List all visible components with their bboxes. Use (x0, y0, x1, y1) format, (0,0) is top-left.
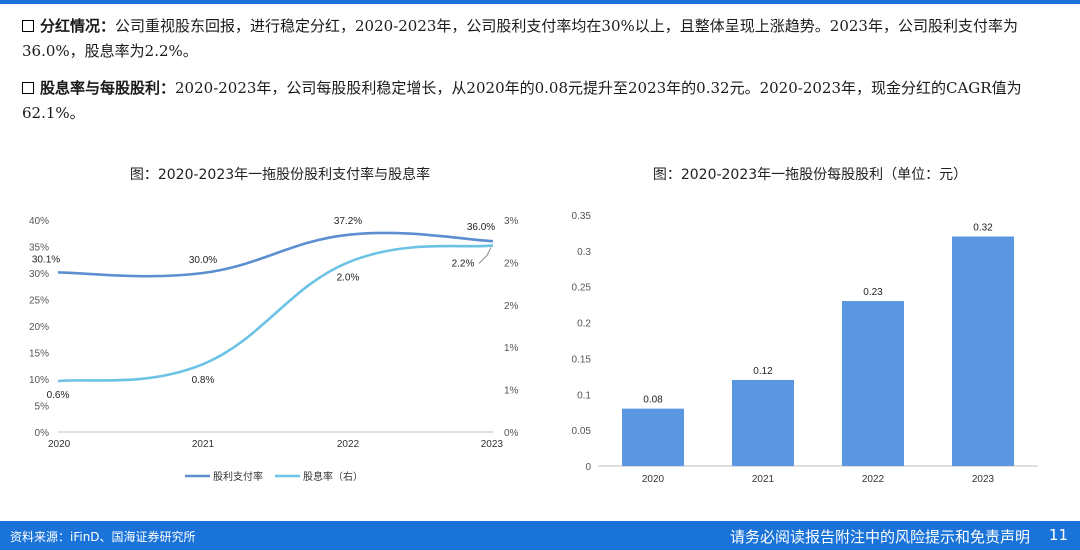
payout-data-label: 30.1% (32, 254, 60, 265)
yield-data-label: 0.8% (192, 375, 215, 386)
y-tick-label: 0.25 (572, 283, 592, 294)
left-y-tick-label: 5% (35, 402, 50, 413)
dps-bar-chart: 0 0.05 0.1 0.15 0.2 0.25 0.3 0.35 0.08 2020 0.12 20… (572, 211, 1038, 485)
line-chart-title: 图：2020-2023年一拖股份股利支付率与股息率 (129, 167, 431, 183)
dividend-heading: 分红情况： (40, 17, 116, 35)
top-accent-bar (0, 0, 1080, 4)
right-y-tick-label: 2% (504, 258, 519, 269)
bar-value-label: 0.32 (973, 223, 993, 234)
dps-bar (952, 236, 1014, 466)
bar-value-label: 0.08 (643, 395, 663, 406)
payout-data-label: 36.0% (467, 222, 495, 233)
dividend-text: 公司重视股东回报，进行稳定分红，2020-2023年，公司股利支付率均在30%以… (22, 17, 1018, 60)
y-tick-label: 0.2 (577, 319, 591, 330)
x-tick-label: 2022 (862, 474, 885, 485)
yield-data-label: 2.2% (452, 258, 475, 269)
x-tick-label: 2021 (192, 439, 215, 450)
left-y-tick-label: 40% (29, 216, 49, 227)
dividend-paragraph: 分红情况：公司重视股东回报，进行稳定分红，2020-2023年，公司股利支付率均… (22, 14, 1062, 64)
x-tick-label: 2023 (481, 439, 504, 450)
legend-payout-label: 股利支付率 (213, 470, 263, 483)
payout-yield-line-chart: 0% 5% 10% 15% 20% 25% 30% 35% 40% 0% 1% 1% 2% 2% 3% 202… (29, 216, 519, 483)
bar-value-label: 0.12 (753, 366, 773, 377)
left-y-tick-label: 10% (29, 375, 49, 386)
right-y-tick-label: 1% (504, 343, 519, 354)
right-y-tick-label: 1% (504, 386, 519, 397)
y-tick-label: 0.35 (572, 211, 592, 222)
checkbox-bullet-icon (22, 82, 34, 94)
y-tick-label: 0.15 (572, 354, 592, 365)
left-y-tick-label: 20% (29, 322, 49, 333)
left-y-tick-label: 30% (29, 269, 49, 280)
source-note: 资料来源：iFinD、国海证券研究所 (10, 530, 196, 544)
page-number: 11 (1048, 526, 1068, 544)
x-tick-label: 2020 (48, 439, 71, 450)
bar-chart-title: 图：2020-2023年一拖股份每股股利（单位：元） (652, 167, 968, 183)
left-y-tick-label: 35% (29, 243, 49, 254)
payout-data-label: 37.2% (334, 216, 362, 227)
right-y-tick-label: 3% (504, 216, 519, 227)
y-tick-label: 0.3 (577, 247, 591, 258)
left-y-tick-label: 0% (35, 428, 50, 439)
yield-data-label: 2.0% (337, 272, 360, 283)
right-y-tick-label: 2% (504, 301, 519, 312)
y-tick-label: 0.1 (577, 390, 591, 401)
right-y-tick-label: 0% (504, 428, 519, 439)
yield-data-label: 0.6% (47, 390, 70, 401)
dps-text: 2020-2023年，公司每股股利稳定增长，从2020年的0.08元提升至202… (22, 79, 1022, 122)
dividend-yield-line (57, 244, 494, 383)
y-tick-label: 0.05 (572, 426, 592, 437)
dps-paragraph: 股息率与每股股利：2020-2023年，公司每股股利稳定增长，从2020年的0.… (22, 76, 1062, 126)
left-y-tick-label: 15% (29, 349, 49, 360)
payout-ratio-line (57, 231, 494, 278)
bar-value-label: 0.23 (863, 287, 883, 298)
left-y-tick-label: 25% (29, 296, 49, 307)
x-tick-label: 2022 (337, 439, 360, 450)
x-tick-label: 2021 (752, 474, 775, 485)
x-tick-label: 2023 (972, 474, 995, 485)
footer-bar: 资料来源：iFinD、国海证券研究所 请务必阅读报告附注中的风险提示和免责声明 … (0, 521, 1080, 550)
checkbox-bullet-icon (22, 20, 34, 32)
label-leader-line (478, 247, 492, 264)
dps-bar (732, 379, 794, 466)
disclaimer-text: 请务必阅读报告附注中的风险提示和免责声明 (729, 528, 1030, 546)
x-tick-label: 2020 (642, 474, 665, 485)
legend-yield-label: 股息率（右） (303, 470, 363, 483)
dps-heading: 股息率与每股股利： (40, 79, 176, 97)
dps-bar (842, 301, 904, 466)
y-tick-label: 0 (585, 462, 591, 473)
payout-data-label: 30.0% (189, 255, 217, 266)
dps-bar (622, 408, 684, 466)
